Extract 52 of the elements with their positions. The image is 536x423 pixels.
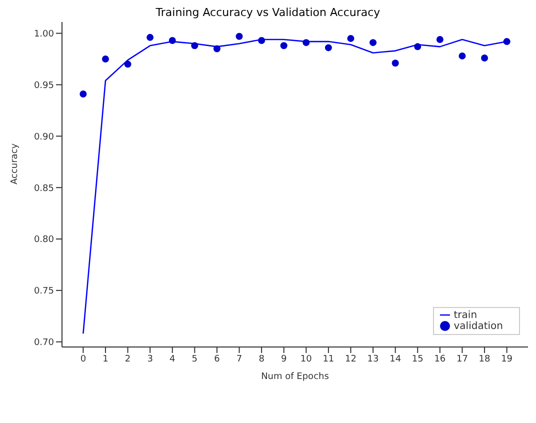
point <box>213 45 220 52</box>
x-tick-label: 13 <box>367 354 379 364</box>
y-tick-label: 1.00 <box>34 30 54 40</box>
x-tick-label: 6 <box>214 354 220 364</box>
x-tick-label: 0 <box>80 354 86 364</box>
y-tick-label: 0.85 <box>34 184 54 194</box>
x-tick-label: 8 <box>258 354 265 364</box>
point <box>347 34 354 42</box>
x-tick-label: 2 <box>124 354 131 364</box>
point <box>236 32 243 40</box>
y-axis-title: Accuracy <box>10 142 20 184</box>
point <box>436 36 444 43</box>
x-axis-title: Num of Epochs <box>261 372 330 382</box>
point <box>102 56 109 63</box>
point <box>168 37 176 44</box>
x-tick-label: 12 <box>345 354 356 364</box>
x-tick-label: 4 <box>170 354 176 364</box>
point <box>370 39 377 46</box>
y-tick-label: 0.95 <box>34 80 54 91</box>
x-tick-label: 15 <box>412 354 424 364</box>
x-tick-label: 5 <box>192 354 198 364</box>
point <box>481 54 488 62</box>
point <box>392 60 399 67</box>
x-tick-label: 10 <box>300 354 312 364</box>
x-tick-label: 14 <box>390 354 402 364</box>
x-tick-label: 9 <box>280 354 287 364</box>
y-tick-label: 0.70 <box>34 338 54 348</box>
chart-title: Training Accuracy vs Validation Accuracy <box>154 6 382 20</box>
legend-label: validation <box>454 321 503 332</box>
point <box>124 60 132 68</box>
point <box>258 37 266 44</box>
x-tick-label: 7 <box>236 354 242 364</box>
y-tick-label: 0.90 <box>34 132 54 142</box>
x-tick-label: 19 <box>501 354 513 364</box>
point <box>280 42 288 50</box>
point <box>191 42 198 50</box>
point <box>146 34 154 41</box>
x-tick-label: 1 <box>102 354 108 364</box>
point <box>458 52 466 60</box>
point <box>414 43 422 50</box>
y-tick-label: 0.75 <box>34 286 54 297</box>
point <box>302 39 310 46</box>
y-tick-label: 0.80 <box>34 235 54 246</box>
x-tick-label: 18 <box>478 354 491 364</box>
point <box>80 90 87 98</box>
x-tick-label: 11 <box>322 354 334 364</box>
legend-label: train <box>454 310 478 321</box>
point <box>324 44 332 52</box>
point <box>503 38 510 46</box>
x-tick-label: 17 <box>456 354 468 364</box>
x-tick-label: 16 <box>434 354 446 364</box>
x-tick-label: 3 <box>147 354 153 364</box>
